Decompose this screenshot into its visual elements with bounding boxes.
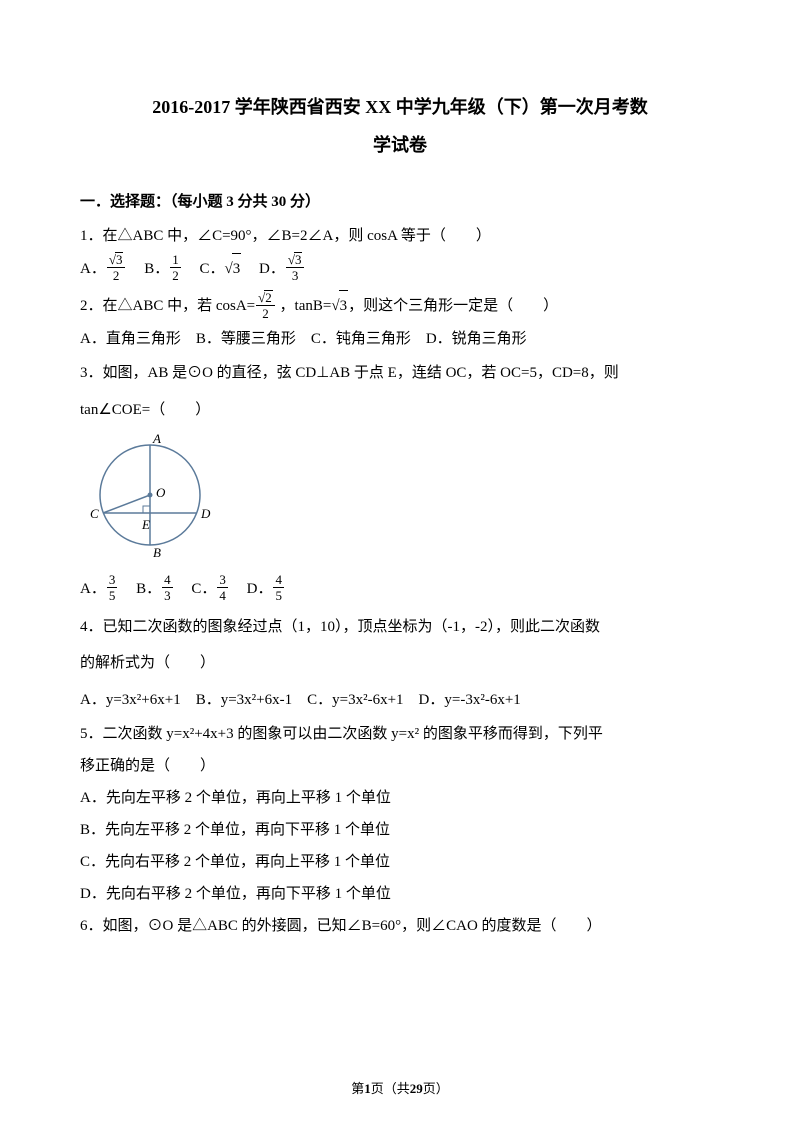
q3-diagram: A O C E D B	[80, 433, 720, 574]
question-6: 6．如图，⊙O 是△ABC 的外接圆，已知∠B=60°，则∠CAO 的度数是（ …	[80, 911, 720, 941]
q3-options: A．35 B．43 C．34 D．45	[80, 574, 720, 604]
q5-opt-c: C．先向右平移 2 个单位，再向上平移 1 个单位	[80, 847, 720, 877]
label-b: B	[153, 545, 161, 560]
q2-stem-c: ，则这个三角形一定是（ ）	[348, 298, 558, 314]
q1-opt-a: A．32	[80, 254, 126, 285]
label-o: O	[156, 485, 166, 500]
q3-opt-a: A．35	[80, 574, 118, 604]
section-heading: 一．选择题：（每小题 3 分共 30 分）	[80, 188, 720, 217]
q3-opt-c: C．34	[191, 574, 229, 604]
label-d: D	[200, 506, 211, 521]
page-footer: 第1页（共29页）	[0, 1077, 800, 1102]
q4-options: A．y=3x²+6x+1 B．y=3x²+6x-1 C．y=3x²-6x+1 D…	[80, 683, 720, 718]
question-2: 2．在△ABC 中，若 cosA=22 ，tanB=3，则这个三角形一定是（ ）	[80, 290, 720, 322]
q1-options: A．32 B．12 C．3 D．33	[80, 253, 720, 285]
title-line-1: 2016-2017 学年陕西省西安 XX 中学九年级（下）第一次月考数	[80, 90, 720, 124]
title-line-2: 学试卷	[80, 128, 720, 162]
q2-options: A．直角三角形 B．等腰三角形 C．钝角三角形 D．锐角三角形	[80, 324, 720, 354]
label-e: E	[141, 517, 150, 532]
q1-stem: 1．在△ABC 中，∠C=90°，∠B=2∠A，则 cosA 等于（ ）	[80, 228, 491, 244]
q5-opt-a: A．先向左平移 2 个单位，再向上平移 1 个单位	[80, 783, 720, 813]
q1-opt-c: C．3	[200, 253, 242, 284]
q2-stem-b: ，tanB=	[276, 298, 332, 314]
q5-opt-b: B．先向左平移 2 个单位，再向下平移 1 个单位	[80, 815, 720, 845]
question-3-line2: tan∠COE=（ ）	[80, 393, 720, 428]
label-a: A	[152, 433, 161, 446]
q3-opt-b: B．43	[136, 574, 174, 604]
question-4-line1: 4．已知二次函数的图象经过点（1，10），顶点坐标为（-1，-2），则此二次函数	[80, 610, 720, 645]
q3-opt-d: D．45	[247, 574, 285, 604]
question-1: 1．在△ABC 中，∠C=90°，∠B=2∠A，则 cosA 等于（ ）	[80, 221, 720, 251]
question-5-line2: 移正确的是（ ）	[80, 751, 720, 781]
question-3-line1: 3．如图，AB 是⊙O 的直径，弦 CD⊥AB 于点 E，连结 OC，若 OC=…	[80, 356, 720, 391]
question-4-line2: 的解析式为（ ）	[80, 646, 720, 681]
label-c: C	[90, 506, 99, 521]
question-5-line1: 5．二次函数 y=x²+4x+3 的图象可以由二次函数 y=x² 的图象平移而得…	[80, 719, 720, 749]
q1-opt-d: D．33	[259, 254, 305, 285]
q1-opt-b: B．12	[144, 254, 182, 284]
q5-opt-d: D．先向右平移 2 个单位，再向下平移 1 个单位	[80, 879, 720, 909]
q2-stem-a: 2．在△ABC 中，若 cosA=	[80, 298, 255, 314]
